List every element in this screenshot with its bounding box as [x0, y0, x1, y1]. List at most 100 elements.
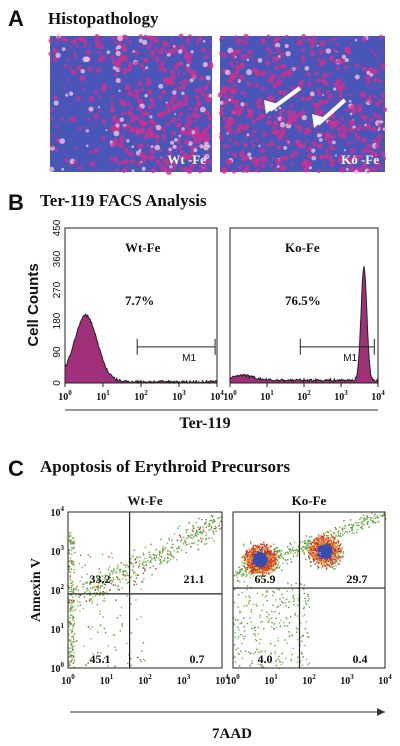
event-dot — [333, 547, 335, 550]
event-dot — [288, 601, 290, 603]
event-dot — [269, 561, 271, 563]
event-dot — [318, 539, 321, 541]
event-dot — [91, 602, 93, 604]
event-dot — [327, 547, 329, 549]
event-dot — [252, 546, 255, 549]
event-dot — [289, 616, 292, 618]
tissue-dot — [280, 117, 286, 122]
event-dot — [143, 564, 145, 567]
event-dot — [73, 659, 76, 661]
event-dot — [278, 556, 280, 558]
tissue-dot — [144, 93, 148, 98]
event-dot — [249, 556, 252, 559]
tick-base: 10 — [51, 586, 61, 597]
percent: 7.7% — [125, 293, 154, 308]
event-dot — [311, 556, 314, 558]
tissue-dot — [300, 96, 306, 102]
event-dot — [266, 567, 268, 569]
event-dot — [152, 553, 155, 556]
tissue-dot — [342, 128, 349, 135]
event-dot — [188, 522, 190, 524]
tissue-dot — [201, 92, 206, 97]
tissue-dot — [144, 154, 149, 159]
event-dot — [273, 554, 275, 556]
event-dot — [260, 551, 263, 554]
event-dot — [320, 550, 322, 553]
event-dot — [264, 560, 266, 563]
event-dot — [253, 554, 255, 556]
tick-label: 100 — [58, 389, 72, 403]
event-dot — [258, 552, 260, 555]
event-dot — [257, 626, 259, 629]
event-dot — [122, 571, 125, 574]
event-dot — [118, 568, 120, 571]
event-dot — [234, 661, 237, 663]
event-dot — [69, 654, 71, 656]
event-dot — [381, 515, 383, 517]
tissue-dot — [350, 104, 356, 110]
x-axis-label: 7AAD — [212, 726, 252, 742]
event-dot — [286, 618, 288, 620]
tissue-dot — [146, 80, 152, 86]
event-dot — [260, 621, 262, 623]
tissue-dot — [143, 34, 148, 39]
event-dot — [264, 565, 267, 567]
tissue-dot — [290, 104, 294, 108]
tissue-dot — [168, 44, 171, 48]
event-dot — [285, 598, 288, 601]
tissue-dot — [367, 95, 372, 100]
tissue-dot — [353, 169, 359, 175]
event-dot — [159, 561, 162, 563]
event-dot — [251, 563, 253, 566]
tissue-dot — [296, 124, 302, 130]
tissue-dot — [117, 161, 122, 166]
tissue-dot — [171, 131, 176, 135]
event-dot — [337, 550, 340, 552]
event-dot — [323, 547, 325, 549]
event-dot — [188, 543, 191, 545]
event-dot — [260, 564, 262, 566]
tissue-dot — [193, 119, 197, 123]
tissue-dot — [147, 35, 151, 39]
event-dot — [327, 544, 330, 547]
event-dot — [324, 548, 327, 551]
event-dot — [305, 658, 308, 661]
tissue-dot — [370, 49, 373, 53]
event-dot — [241, 557, 243, 559]
event-dot — [319, 544, 321, 546]
event-dot — [71, 646, 74, 648]
tissue-dot — [366, 122, 370, 127]
event-dot — [155, 554, 158, 557]
event-dot — [250, 560, 253, 562]
event-dot — [313, 557, 316, 559]
tissue-dot — [162, 41, 169, 48]
event-dot — [323, 540, 325, 543]
event-dot — [317, 546, 320, 548]
tissue-dot — [229, 60, 234, 66]
tissue-dot — [328, 55, 335, 62]
event-dot — [322, 547, 325, 550]
event-dot — [301, 653, 303, 655]
event-dot — [68, 601, 71, 604]
event-dot — [310, 548, 312, 550]
tissue-dot — [305, 127, 311, 133]
tissue-dot — [161, 91, 164, 94]
tissue-dot — [195, 41, 199, 46]
tissue-dot — [149, 130, 155, 135]
tissue-dot — [300, 39, 304, 43]
event-dot — [329, 551, 332, 554]
event-dot — [195, 521, 197, 524]
tissue-dot — [298, 80, 304, 86]
event-dot — [304, 627, 307, 630]
tissue-dot — [181, 91, 185, 96]
event-dot — [265, 557, 267, 559]
event-dot — [185, 531, 188, 534]
tick-base: 10 — [138, 676, 148, 687]
tissue-dot — [174, 113, 177, 116]
event-dot — [198, 528, 201, 530]
event-dot — [248, 601, 250, 603]
event-dot — [379, 514, 381, 517]
event-dot — [143, 569, 146, 572]
event-dot — [273, 555, 275, 558]
tissue-dot — [71, 39, 76, 44]
